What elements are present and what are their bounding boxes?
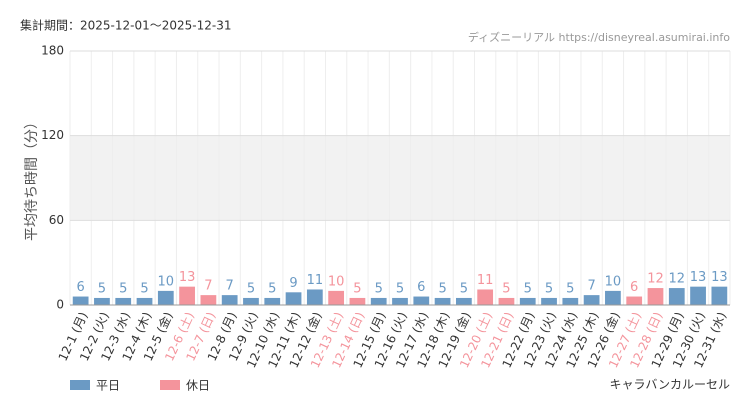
value-label: 5 <box>247 281 255 296</box>
value-label: 10 <box>328 274 345 289</box>
bar <box>136 297 153 305</box>
value-label: 5 <box>353 281 361 296</box>
bar <box>434 297 451 305</box>
bar <box>179 286 195 305</box>
bar <box>264 297 281 305</box>
bar <box>455 297 472 305</box>
value-label: 5 <box>502 281 510 296</box>
bar <box>498 297 515 305</box>
value-label: 10 <box>605 274 622 289</box>
value-label: 5 <box>438 281 446 296</box>
period: 集計期間：2025-12-01～2025-12-31 <box>20 18 231 33</box>
y-tick-label: 120 <box>41 128 64 142</box>
value-label: 5 <box>119 281 127 296</box>
bar <box>221 295 238 305</box>
bar <box>370 297 387 305</box>
attraction: キャラバンカルーセル <box>610 378 730 392</box>
bar <box>349 297 366 305</box>
value-label: 5 <box>98 281 106 296</box>
value-label: 11 <box>307 273 324 288</box>
bar <box>647 288 664 305</box>
legend-label: 休日 <box>186 379 210 393</box>
bar <box>668 288 685 305</box>
value-label: 5 <box>268 281 276 296</box>
value-label: 5 <box>545 281 553 296</box>
bar <box>94 297 110 305</box>
bar <box>477 289 494 305</box>
value-label: 7 <box>204 279 212 294</box>
bar <box>72 296 89 305</box>
bar <box>328 290 345 305</box>
y-tick-label: 60 <box>49 213 64 227</box>
bar <box>583 295 600 305</box>
value-label: 5 <box>396 281 404 296</box>
value-label: 10 <box>158 274 175 289</box>
value-label: 5 <box>460 281 468 296</box>
value-label: 12 <box>669 272 686 287</box>
bar <box>413 296 430 305</box>
value-label: 6 <box>77 280 85 295</box>
legend-label: 平日 <box>96 379 120 393</box>
bar <box>392 297 408 305</box>
bar <box>157 290 174 305</box>
y-tick-label: 0 <box>56 298 64 312</box>
bar <box>541 297 557 305</box>
bar <box>115 297 132 305</box>
value-label: 7 <box>587 279 595 294</box>
y-tick-label: 180 <box>41 44 64 58</box>
value-label: 5 <box>566 281 574 296</box>
bar <box>605 290 621 305</box>
bar <box>306 289 323 305</box>
value-label: 5 <box>524 281 532 296</box>
bar <box>243 297 259 305</box>
legend-swatch <box>70 380 90 390</box>
bar <box>562 297 579 305</box>
value-label: 6 <box>417 280 425 295</box>
value-label: 6 <box>630 280 638 295</box>
source: ディズニーリアル https://disneyreal.asumirai.inf… <box>468 30 730 44</box>
value-label: 9 <box>289 276 297 291</box>
bar <box>690 286 706 305</box>
value-label: 7 <box>226 279 234 294</box>
bar <box>711 286 728 305</box>
value-label: 5 <box>375 281 383 296</box>
legend-swatch <box>160 380 180 390</box>
value-label: 11 <box>477 273 494 288</box>
value-label: 5 <box>140 281 148 296</box>
value-label: 13 <box>690 270 707 285</box>
bar <box>519 297 536 305</box>
plot-band <box>70 135 730 221</box>
bar <box>626 296 643 305</box>
bar <box>285 292 302 305</box>
value-label: 12 <box>647 272 664 287</box>
value-label: 13 <box>711 270 728 285</box>
bar <box>200 295 217 305</box>
value-label: 13 <box>179 270 196 285</box>
y-axis-title: 平均待ち時間（分） <box>24 115 40 241</box>
